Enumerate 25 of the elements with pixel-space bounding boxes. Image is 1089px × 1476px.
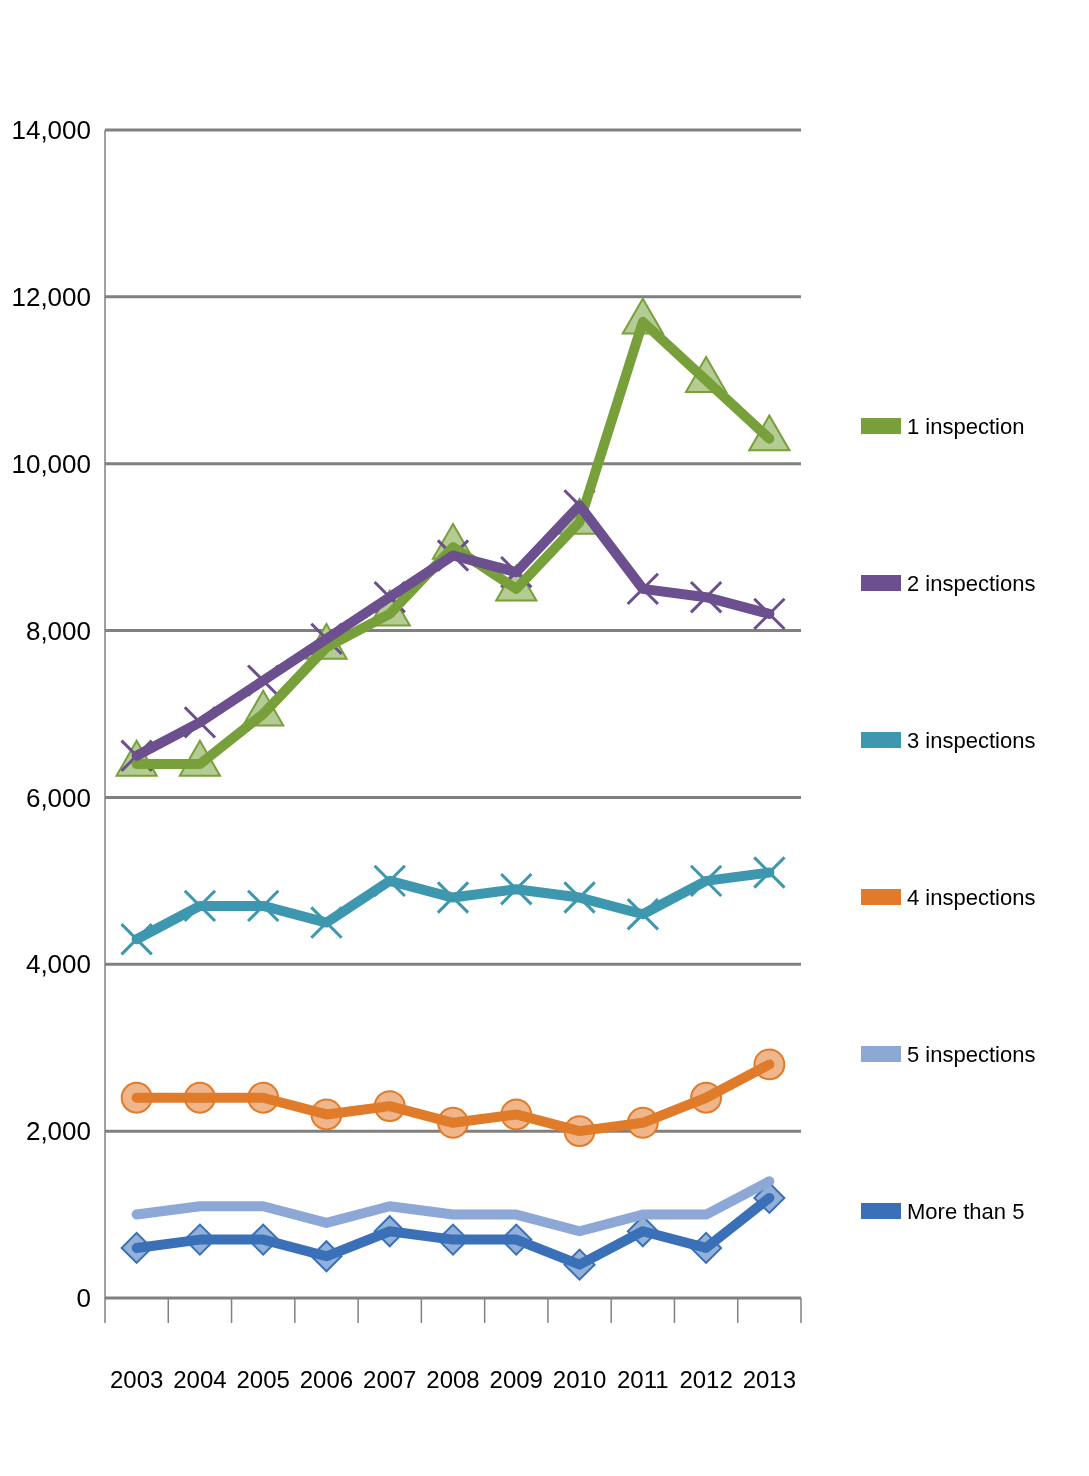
y-tick-label: 14,000 [11,115,91,146]
y-tick-label: 12,000 [11,281,91,312]
x-tick-label: 2013 [742,1366,797,1393]
legend-label: More than 5 [907,1198,1025,1224]
x-tick-label: 2003 [109,1366,164,1393]
x-tick-label: 2010 [552,1366,607,1393]
x-tick-label: 2006 [299,1366,354,1393]
x-tick-label: 2007 [363,1366,417,1393]
y-tick-label: 0 [76,1283,91,1314]
x-tick-label: 2012 [679,1366,733,1393]
x-tick-label: 2009 [489,1366,543,1393]
y-tick-label: 6,000 [25,782,91,813]
legend-label: 2 inspections [907,570,1036,596]
y-tick-label: 4,000 [25,949,91,980]
y-tick-label: 10,000 [11,448,91,479]
x-tick-label: 2005 [236,1366,290,1393]
y-tick-label: 8,000 [25,615,91,646]
legend-label: 5 inspections [907,1041,1036,1067]
x-tick-label: 2004 [173,1366,227,1393]
legend-label: 4 inspections [907,884,1036,910]
x-tick-label: 2011 [617,1366,669,1393]
y-tick-label: 2,000 [25,1116,91,1147]
legend-label: 1 inspection [907,413,1025,439]
legend-label: 3 inspections [907,727,1036,753]
x-tick-label: 2008 [426,1366,480,1393]
